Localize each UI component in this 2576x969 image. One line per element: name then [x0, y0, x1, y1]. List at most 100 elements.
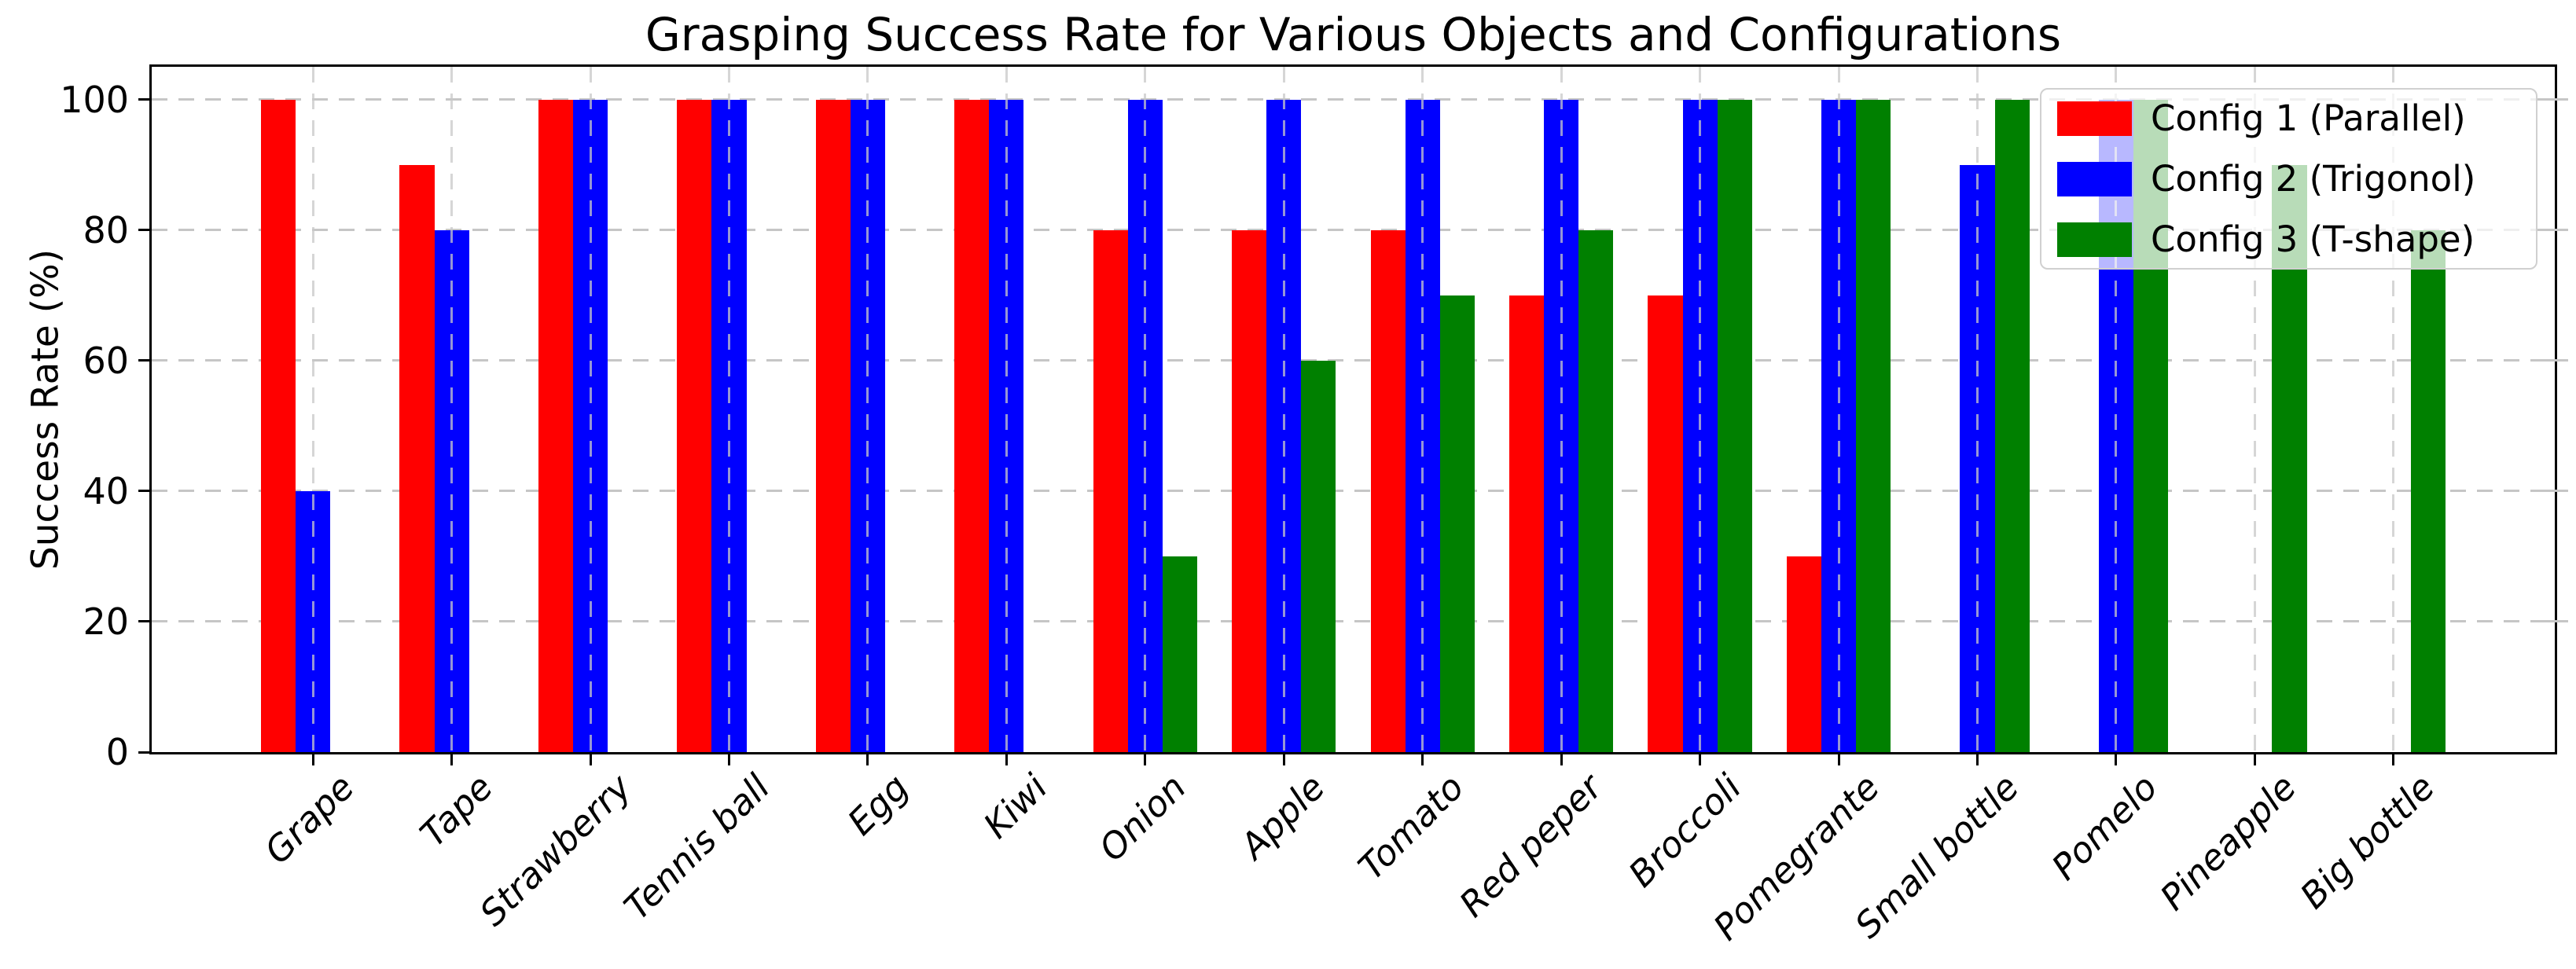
bar-onion-s3 [1162, 556, 1197, 752]
bar-broccoli-s1 [1648, 295, 1683, 752]
v-gridline [727, 67, 730, 752]
x-tick [2392, 754, 2395, 765]
bar-egg-s1 [815, 99, 851, 752]
bar-tomato-s1 [1370, 229, 1406, 752]
bar-apple-s3 [1301, 360, 1336, 752]
bar-small-bottle-s3 [1994, 99, 2030, 752]
x-tick [589, 754, 592, 765]
v-gridline [1699, 67, 1702, 752]
x-tick-label: Kiwi [975, 766, 1056, 847]
x-tick [1976, 754, 1979, 765]
bar-red-peper-s1 [1509, 295, 1545, 752]
bar-pomegrante-s1 [1786, 556, 1822, 752]
h-gridline [152, 229, 2555, 232]
legend-label: Config 1 (Parallel) [2151, 97, 2466, 139]
x-tick-label: Apple [1232, 766, 1333, 868]
v-gridline [2392, 67, 2395, 752]
x-tick-label: Grape [256, 766, 362, 872]
legend-item: Config 3 (T-shape) [2057, 222, 2520, 257]
y-tick [138, 229, 149, 232]
legend-item: Config 1 (Parallel) [2057, 101, 2520, 136]
bar-strawberry-s1 [538, 99, 573, 752]
h-gridline [152, 359, 2555, 362]
x-tick [1421, 754, 1424, 765]
bar-tennis-ball-s1 [677, 99, 712, 752]
right-tick [2545, 490, 2568, 493]
bar-big-bottle-s3 [2410, 229, 2446, 752]
x-tick [1005, 754, 1008, 765]
v-gridline [589, 67, 592, 752]
y-tick-label: 100 [60, 78, 129, 121]
x-tick [727, 754, 730, 765]
x-tick-label: Big bottle [2291, 766, 2443, 917]
bar-kiwi-s1 [954, 99, 990, 752]
legend-label: Config 2 (Trigonol) [2151, 158, 2476, 200]
legend-swatch-config-2 [2057, 161, 2132, 196]
h-gridline [152, 98, 2555, 101]
bar-apple-s1 [1232, 229, 1267, 752]
y-tick [138, 751, 149, 754]
x-tick-label: Tape [412, 766, 502, 855]
bar-onion-s1 [1093, 229, 1128, 752]
x-tick-label: Red peper [1451, 766, 1611, 926]
v-gridline [866, 67, 869, 752]
legend-item: Config 2 (Trigonol) [2057, 161, 2520, 196]
h-gridline [152, 490, 2555, 493]
x-tick [2253, 754, 2256, 765]
v-gridline [2115, 67, 2118, 752]
x-tick [1699, 754, 1702, 765]
right-tick [2545, 620, 2568, 623]
v-gridline [2253, 67, 2256, 752]
x-tick [450, 754, 454, 765]
right-tick [2545, 98, 2568, 101]
x-tick [1560, 754, 1563, 765]
v-gridline [1976, 67, 1979, 752]
x-tick [1837, 754, 1840, 765]
x-tick [2115, 754, 2118, 765]
bar-broccoli-s3 [1717, 99, 1752, 752]
y-tick [138, 490, 149, 493]
v-gridline [311, 67, 314, 752]
x-tick-label: Broccoli [1620, 766, 1750, 896]
bar-grape-s1 [260, 99, 296, 752]
v-gridline [1005, 67, 1008, 752]
x-tick [311, 754, 314, 765]
v-gridline [1144, 67, 1147, 752]
legend-swatch-config-3 [2057, 222, 2132, 257]
v-gridline [1421, 67, 1424, 752]
v-gridline [1837, 67, 1840, 752]
y-tick-label: 0 [105, 731, 129, 773]
x-tick-label: Egg [840, 766, 917, 843]
y-tick-label: 20 [83, 600, 129, 643]
bar-pomegrante-s3 [1856, 99, 1891, 752]
y-tick [138, 359, 149, 362]
x-tick-label: Tomato [1350, 766, 1472, 888]
h-gridline [152, 620, 2555, 623]
v-gridline [450, 67, 454, 752]
bar-red-peper-s3 [1578, 229, 1614, 752]
y-tick-label: 40 [83, 469, 129, 512]
v-gridline [1560, 67, 1563, 752]
x-tick-label: Onion [1091, 766, 1195, 870]
right-tick [2545, 359, 2568, 362]
y-tick-label: 80 [83, 208, 129, 251]
x-tick-label: Pomelo [2043, 766, 2166, 889]
v-gridline [1282, 67, 1285, 752]
legend: Config 1 (Parallel) Config 2 (Trigonol) … [2040, 88, 2537, 270]
y-axis-label: Success Rate (%) [24, 248, 68, 571]
bar-tomato-s3 [1439, 295, 1475, 752]
chart-title: Grasping Success Rate for Various Object… [645, 8, 2062, 61]
y-tick [138, 98, 149, 101]
bar-tape-s1 [399, 164, 435, 752]
y-tick-label: 60 [83, 339, 129, 382]
legend-label: Config 3 (T-shape) [2151, 218, 2475, 260]
x-tick-label: Tennis ball [616, 766, 778, 928]
x-tick [866, 754, 869, 765]
y-tick [138, 620, 149, 623]
legend-swatch-config-1 [2057, 101, 2132, 136]
x-tick [1282, 754, 1285, 765]
x-tick-label: Pineapple [2152, 766, 2304, 919]
x-tick [1144, 754, 1147, 765]
right-tick [2545, 229, 2568, 232]
